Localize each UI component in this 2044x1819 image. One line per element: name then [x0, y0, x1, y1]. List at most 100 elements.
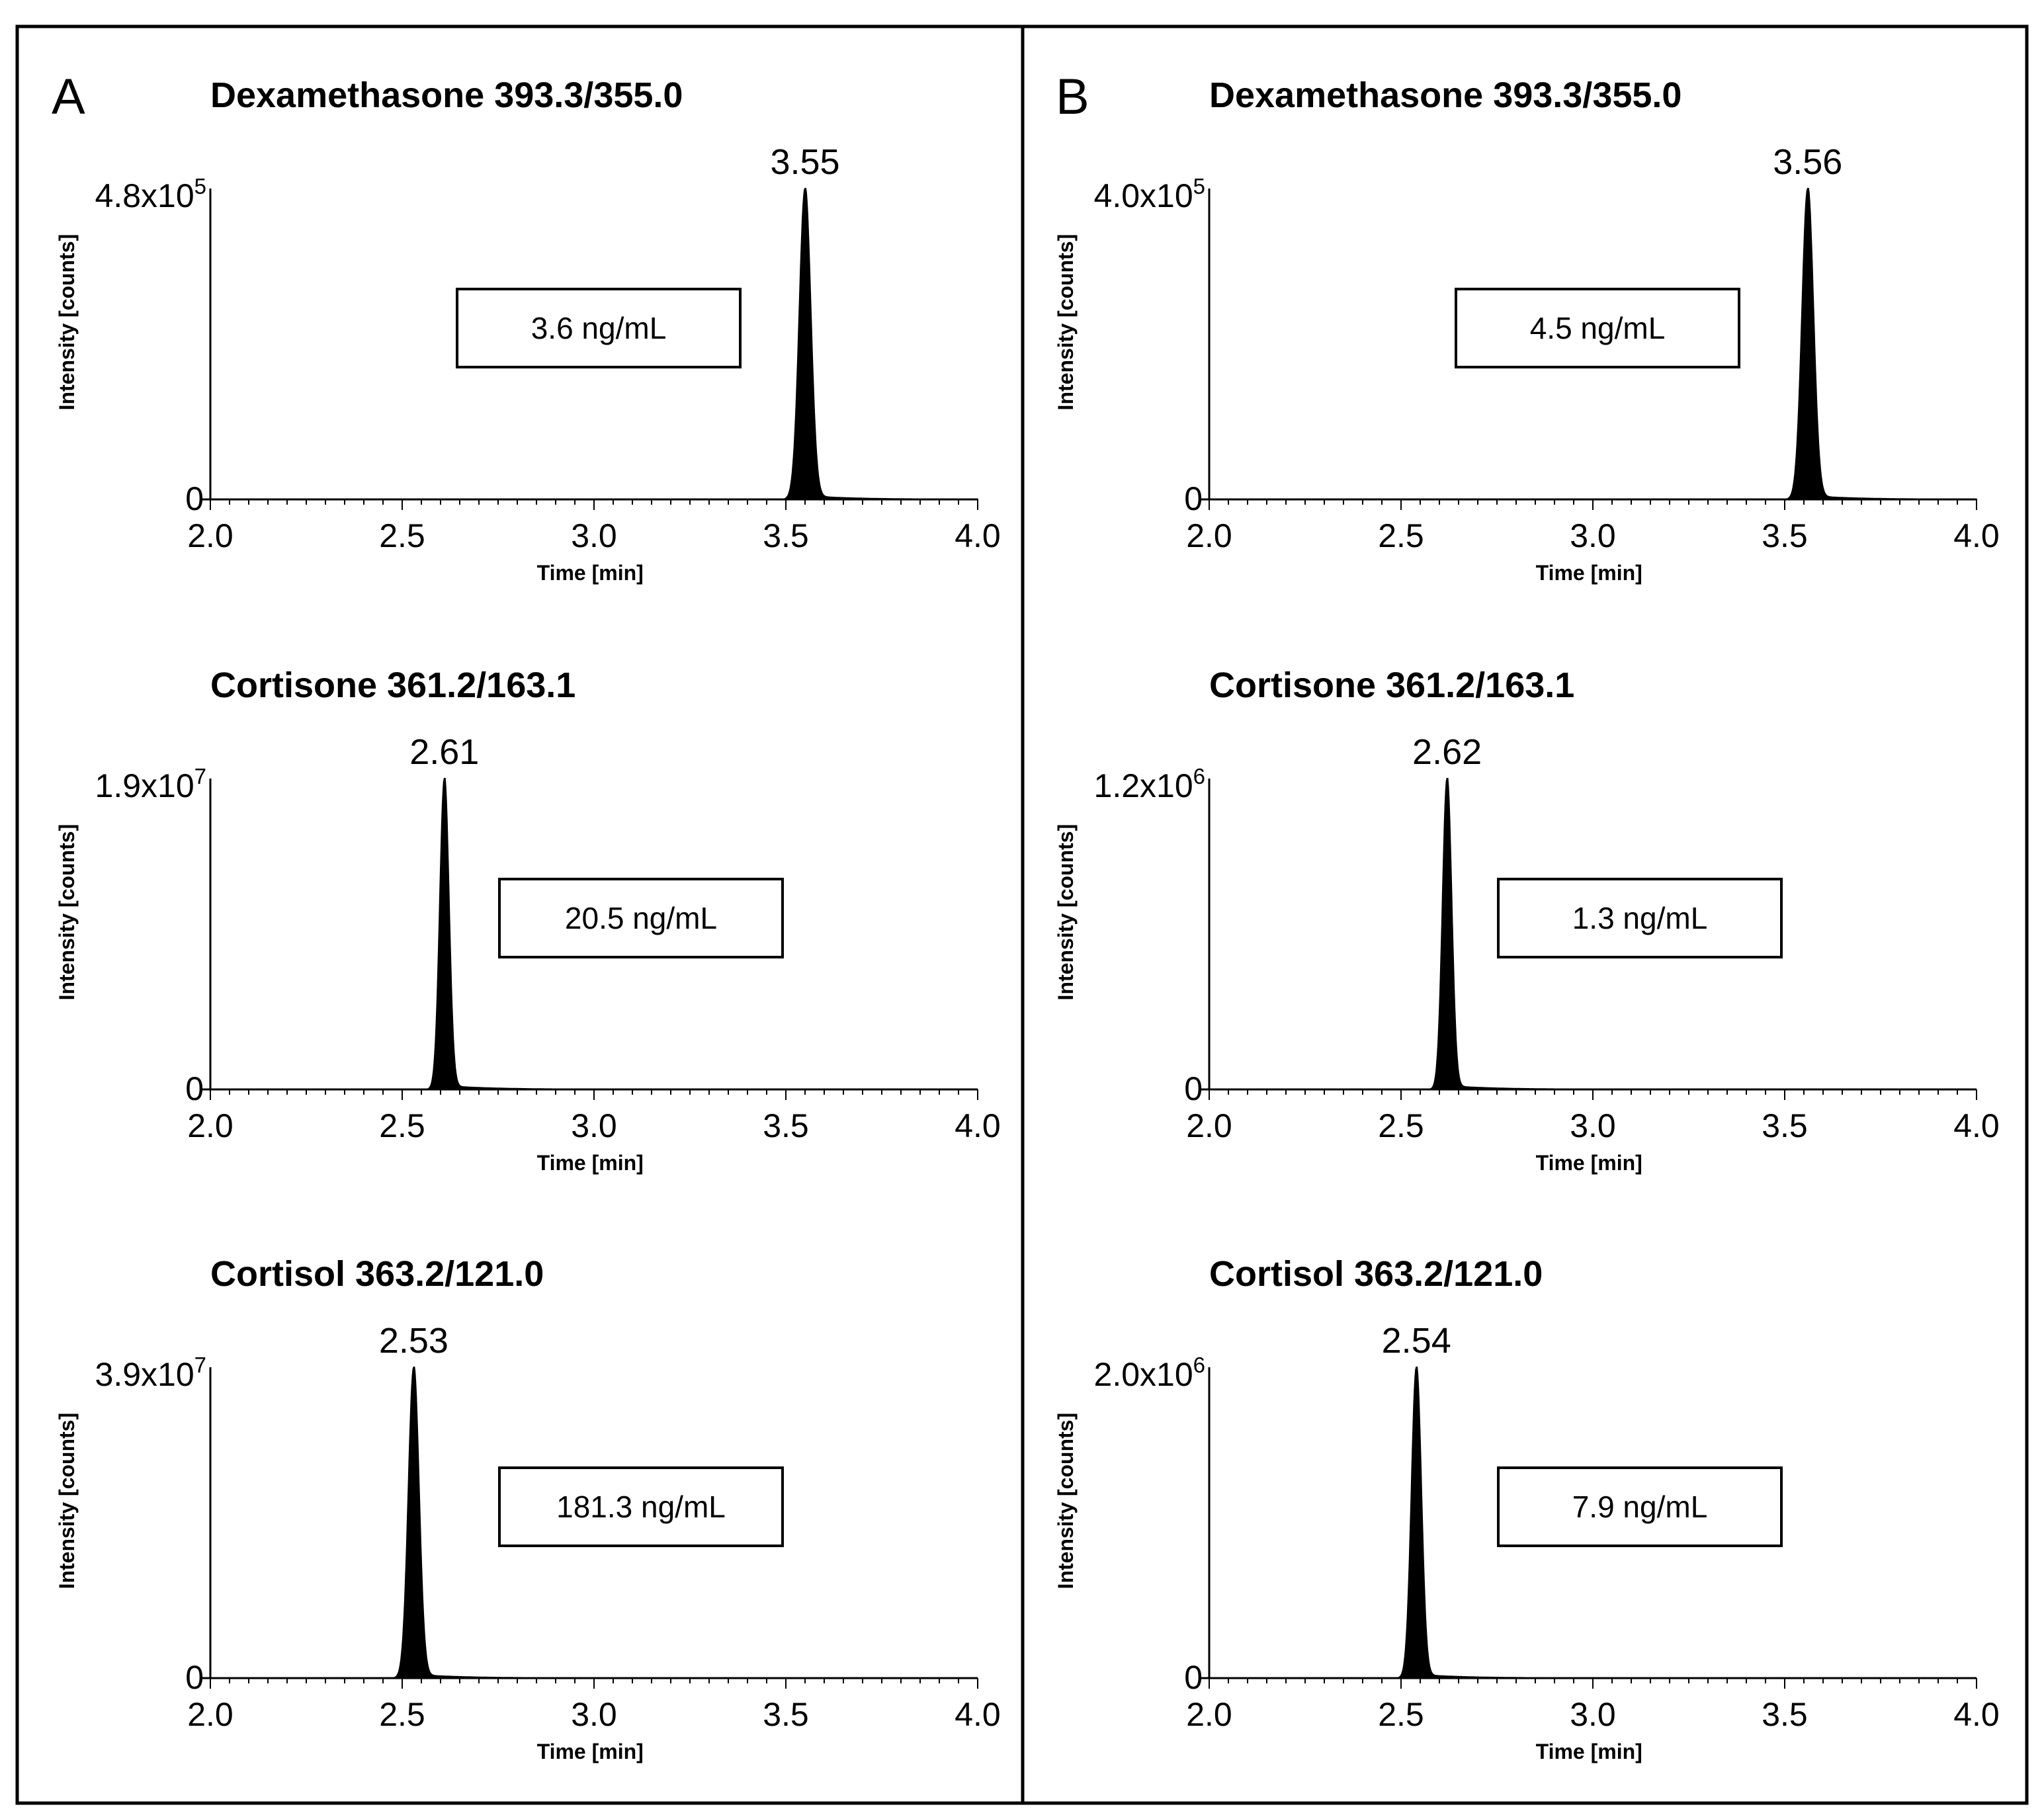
- x-tick-label: 2.0: [187, 1107, 234, 1144]
- concentration-label: 4.5 ng/mL: [1530, 311, 1666, 345]
- chromatogram-2: Cortisone 361.2/163.1 2.0 2.5 3.0 3.5 4.0 Time…: [55, 665, 1001, 1175]
- chart-title: Dexamethasone 393.3/355.0: [210, 75, 683, 115]
- chart-title: Cortisone 361.2/163.1: [210, 665, 575, 705]
- x-tick-label: 4.0: [955, 517, 1001, 554]
- concentration-label: 7.9 ng/mL: [1572, 1490, 1708, 1524]
- y-zero-label: 0: [1184, 1659, 1203, 1696]
- y-max-mantissa: 3.9x10: [95, 1356, 194, 1393]
- y-max-mantissa: 1.2x10: [1094, 767, 1193, 804]
- chart-title: Dexamethasone 393.3/355.0: [1209, 75, 1682, 115]
- peak-rt-label: 3.56: [1773, 142, 1842, 182]
- y-max-label: 4.0x105: [1094, 174, 1205, 214]
- concentration-box: [456, 288, 742, 368]
- concentration-box: [1455, 288, 1740, 368]
- y-max-label: 4.8x105: [95, 174, 206, 214]
- y-max-label: 2.0x106: [1094, 1353, 1205, 1393]
- panel-b-label: B: [1056, 69, 1089, 125]
- x-tick-label: 3.0: [571, 1107, 617, 1144]
- concentration-label: 181.3 ng/mL: [556, 1490, 726, 1524]
- chromatogram-1: Dexamethasone 393.3/355.0 2.0 2.5 3.0 3.5 4.0…: [55, 75, 1001, 585]
- chromatogram-plots: Dexamethasone 393.3/355.0 2.0 2.5 3.0 3.5 4.0…: [55, 75, 2000, 1763]
- x-tick-label: 3.5: [763, 517, 809, 554]
- x-tick-label: 3.5: [1762, 1696, 1808, 1733]
- x-tick-label: 4.0: [1953, 1696, 2000, 1733]
- x-axis-label: Time [min]: [537, 1151, 644, 1175]
- peak-rt-label: 2.62: [1412, 732, 1482, 772]
- y-axis-label: Intensity [counts]: [55, 234, 79, 411]
- y-max-mantissa: 1.9x10: [95, 767, 194, 804]
- x-tick-label: 2.5: [379, 1107, 425, 1144]
- chart-title: Cortisone 361.2/163.1: [1209, 665, 1574, 705]
- y-max-mantissa: 2.0x10: [1094, 1356, 1193, 1393]
- x-tick-label: 3.5: [763, 1107, 809, 1144]
- x-tick-label: 4.0: [955, 1696, 1001, 1733]
- y-max-exponent: 5: [1193, 174, 1205, 198]
- x-tick-label: 2.5: [1378, 1696, 1424, 1733]
- y-max-exponent: 6: [1193, 1353, 1205, 1377]
- panel-a-label: A: [52, 69, 85, 125]
- y-axis-label: Intensity [counts]: [1054, 1413, 1078, 1589]
- y-max-exponent: 5: [194, 174, 206, 198]
- x-tick-label: 4.0: [1953, 1107, 2000, 1144]
- chart-title: Cortisol 363.2/121.0: [210, 1254, 544, 1294]
- y-max-mantissa: 4.0x10: [1094, 177, 1193, 214]
- peak-rt-label: 2.54: [1382, 1321, 1451, 1361]
- x-tick-label: 2.0: [1186, 1107, 1232, 1144]
- y-max-label: 3.9x107: [95, 1353, 206, 1393]
- x-tick-label: 3.5: [1762, 517, 1808, 554]
- x-axis-label: Time [min]: [1536, 1151, 1642, 1175]
- concentration-label: 20.5 ng/mL: [565, 901, 717, 935]
- x-tick-label: 4.0: [1953, 517, 2000, 554]
- chromatogram-5: Cortisone 361.2/163.1 2.0 2.5 3.0 3.5 4.0 Time…: [1054, 665, 2000, 1175]
- x-tick-label: 3.5: [763, 1696, 809, 1733]
- concentration-box: [1497, 1466, 1783, 1547]
- y-zero-label: 0: [185, 1659, 204, 1696]
- x-tick-label: 3.0: [571, 517, 617, 554]
- x-tick-label: 3.0: [1570, 1696, 1616, 1733]
- concentration-label: 1.3 ng/mL: [1572, 901, 1708, 935]
- x-tick-label: 4.0: [955, 1107, 1001, 1144]
- x-tick-label: 2.5: [379, 517, 425, 554]
- y-max-mantissa: 4.8x10: [95, 177, 194, 214]
- y-axis-label: Intensity [counts]: [55, 1413, 79, 1589]
- y-max-exponent: 6: [1193, 764, 1205, 788]
- concentration-box: [498, 1466, 784, 1547]
- y-axis-label: Intensity [counts]: [55, 824, 79, 1001]
- x-tick-label: 2.0: [187, 517, 234, 554]
- panel-b-frame: [1021, 24, 2029, 1805]
- x-axis-label: Time [min]: [1536, 1740, 1642, 1763]
- x-tick-label: 3.5: [1762, 1107, 1808, 1144]
- x-tick-label: 2.0: [187, 1696, 234, 1733]
- peak-rt-label: 3.55: [770, 142, 839, 182]
- x-tick-label: 3.0: [1570, 517, 1616, 554]
- x-tick-label: 2.5: [379, 1696, 425, 1733]
- y-axis-label: Intensity [counts]: [1054, 824, 1078, 1001]
- x-tick-label: 2.5: [1378, 517, 1424, 554]
- concentration-box: [498, 878, 784, 958]
- y-zero-label: 0: [185, 480, 204, 517]
- chart-title: Cortisol 363.2/121.0: [1209, 1254, 1543, 1294]
- y-max-exponent: 7: [194, 764, 206, 788]
- peak-rt-label: 2.53: [379, 1321, 448, 1361]
- y-zero-label: 0: [1184, 480, 1203, 517]
- x-tick-label: 3.0: [1570, 1107, 1616, 1144]
- concentration-box: [1497, 878, 1783, 958]
- x-axis-label: Time [min]: [537, 1740, 644, 1763]
- panel-b: B: [1021, 24, 2029, 1805]
- x-tick-label: 2.0: [1186, 1696, 1232, 1733]
- chromatogram-3: Cortisol 363.2/121.0 2.0 2.5 3.0 3.5 4.0 Time …: [55, 1254, 1001, 1763]
- y-max-label: 1.2x106: [1094, 764, 1205, 804]
- concentration-label: 3.6 ng/mL: [531, 311, 667, 345]
- y-zero-label: 0: [1184, 1070, 1203, 1107]
- peak-rt-label: 2.61: [409, 732, 479, 772]
- x-axis-label: Time [min]: [1536, 561, 1642, 585]
- y-max-label: 1.9x107: [95, 764, 206, 804]
- y-zero-label: 0: [185, 1070, 204, 1107]
- x-tick-label: 2.5: [1378, 1107, 1424, 1144]
- x-axis-label: Time [min]: [537, 561, 644, 585]
- chromatogram-4: Dexamethasone 393.3/355.0 2.0 2.5 3.0 3.5 4.0…: [1054, 75, 2000, 585]
- x-tick-label: 3.0: [571, 1696, 617, 1733]
- y-max-exponent: 7: [194, 1353, 206, 1377]
- y-axis-label: Intensity [counts]: [1054, 234, 1078, 411]
